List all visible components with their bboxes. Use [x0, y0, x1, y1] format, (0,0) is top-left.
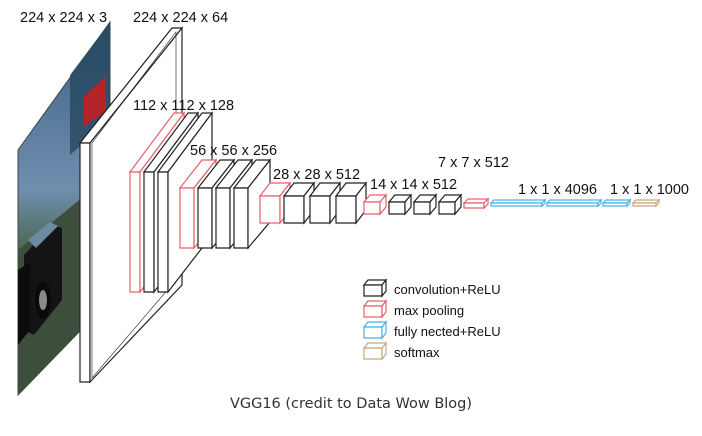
fc-layer-2 — [545, 198, 603, 208]
block-28 — [258, 181, 368, 225]
block-14 — [362, 193, 463, 216]
conv-layer-14a — [387, 193, 413, 216]
legend-label-conv: convolution+ReLU — [394, 282, 501, 297]
conv-layer-14b — [412, 193, 438, 216]
legend-item-fc: fully nected+ReLU — [362, 320, 501, 340]
dim-label-fc: 1 x 1 x 4096 — [518, 182, 597, 198]
dim-label-56: 56 x 56 x 256 — [190, 143, 277, 159]
figure-caption: VGG16 (credit to Data Wow Blog) — [229, 396, 473, 412]
dim-label-28: 28 x 28 x 512 — [273, 167, 360, 183]
dim-label-112: 112 x 112 x 128 — [133, 98, 234, 114]
fc-layers — [489, 198, 632, 208]
legend-label-pool: max pooling — [394, 303, 464, 318]
pool-layer-14 — [362, 193, 388, 216]
legend-swatch-softmax — [362, 341, 388, 361]
dim-label-output: 1 x 1 x 1000 — [610, 182, 689, 198]
dim-label-14: 14 x 14 x 512 — [370, 177, 457, 193]
legend-item-conv: convolution+ReLU — [362, 278, 501, 298]
legend-swatch-pool — [362, 299, 388, 319]
dim-label-7: 7 x 7 x 512 — [438, 155, 509, 171]
legend-swatch-fc — [362, 320, 388, 340]
pool-layer-7 — [462, 197, 490, 210]
block-56 — [178, 158, 272, 250]
legend-item-pool: max pooling — [362, 299, 464, 319]
legend: convolution+ReLU max pooling fully necte… — [362, 278, 501, 361]
fc-layer-1 — [489, 198, 547, 208]
legend-item-softmax: softmax — [362, 341, 440, 361]
legend-swatch-conv — [362, 278, 388, 298]
conv-layer-56c — [232, 158, 272, 250]
legend-label-fc: fully nected+ReLU — [394, 324, 501, 339]
softmax-layer — [631, 198, 661, 208]
dim-label-input: 224 x 224 x 3 — [20, 10, 107, 26]
conv-layer-14c — [437, 193, 463, 216]
fc-layer-3 — [601, 198, 632, 208]
block-112 — [128, 111, 214, 294]
legend-label-softmax: softmax — [394, 345, 440, 360]
dim-label-224: 224 x 224 x 64 — [133, 10, 228, 26]
